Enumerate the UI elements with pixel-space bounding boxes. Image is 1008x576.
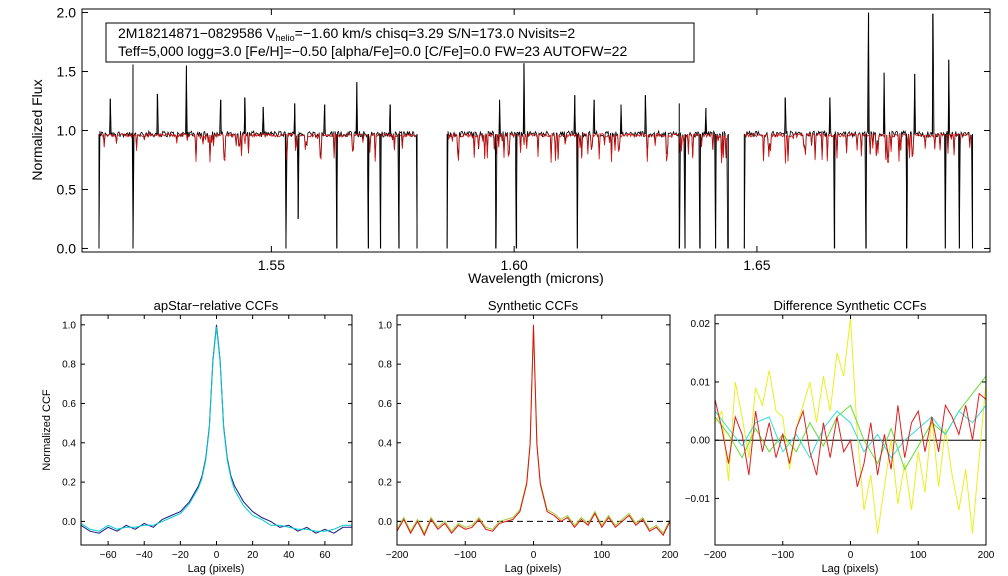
x-tick-label: 200 — [662, 550, 679, 561]
ccf-series-line-visit-1 — [80, 324, 352, 534]
ccf-series-line-yellow — [714, 317, 987, 534]
observed-spectrum-line — [98, 65, 418, 249]
x-tick-label: −40 — [136, 550, 153, 561]
x-tick-label: 0 — [848, 550, 854, 561]
apstar-ccf-y-axis-label: Normalized CCF — [41, 389, 53, 471]
y-tick-label: 0.4 — [62, 438, 76, 449]
y-tick-label: 0.6 — [62, 399, 76, 410]
x-tick-label: 20 — [247, 550, 259, 561]
x-tick-label: −100 — [454, 550, 477, 561]
synthetic-ccf-x-axis-label: Lag (pixels) — [505, 563, 562, 575]
difference-ccf-ticks: −200 −100 0 100 200 −0.01 0.00 0.01 0.02 — [685, 315, 995, 561]
spectrum-ticks: 1.55 1.60 1.65 0.0 0.5 1.0 1.5 2.0 — [57, 4, 990, 273]
y-tick-label: 0.8 — [378, 360, 392, 371]
apstar-ccf-x-axis-label: Lag (pixels) — [188, 563, 245, 575]
ccf-series-line-visit-2 — [396, 324, 671, 537]
x-tick-label: −200 — [704, 550, 727, 561]
spectrum-x-axis-label: Wavelength (microns) — [468, 270, 604, 286]
apstar-ccf-ticks: −60 −40 −20 0 20 40 60 0.0 0.2 0.4 0.6 0.8 1.0 — [62, 315, 352, 561]
ccf-series-line-visit-1 — [396, 328, 671, 535]
y-tick-label: 0.2 — [378, 478, 392, 489]
spectrum-annotation-line1: 2M18214871−0829586 Vhelio=−1.60 km/s chi… — [118, 25, 575, 43]
x-tick-label: 100 — [593, 550, 610, 561]
x-tick-label: 1.55 — [258, 257, 285, 273]
synthetic-ccf-ticks: −200 −100 0 100 200 0.0 0.2 0.4 0.6 0.8 1.0 — [378, 315, 679, 561]
x-tick-label: 1.60 — [501, 257, 528, 273]
y-tick-label: 0.4 — [378, 438, 392, 449]
apstar-ccf-panel: −60 −40 −20 0 20 40 60 0.0 0.2 0.4 0.6 0.8 1.0 apSta… — [41, 298, 353, 575]
y-tick-label: 2.0 — [57, 4, 77, 20]
x-tick-label: 200 — [978, 550, 995, 561]
spectrum-annotation-box — [105, 22, 695, 63]
y-tick-label: 0.2 — [62, 478, 76, 489]
difference-ccf-lines — [714, 317, 987, 534]
ccf-series-line-cyan — [714, 404, 987, 459]
observed-spectrum-line — [446, 63, 729, 249]
y-tick-label: 0.0 — [62, 517, 76, 528]
x-tick-label: 1.65 — [743, 257, 770, 273]
y-tick-label: 0.02 — [691, 319, 711, 330]
difference-ccf-panel: −200 −100 0 100 200 −0.01 0.00 0.01 0.02 Differe… — [685, 298, 995, 575]
observed-spectrum-line — [743, 12, 973, 249]
model-spectrum-line — [744, 132, 973, 164]
y-tick-label: 0.0 — [378, 517, 392, 528]
difference-ccf-x-axis-label: Lag (pixels) — [822, 563, 879, 575]
y-tick-label: 1.0 — [62, 320, 76, 331]
x-tick-label: −100 — [771, 550, 794, 561]
x-tick-label: −20 — [172, 550, 189, 561]
x-tick-label: 60 — [319, 550, 331, 561]
apstar-ccf-lines — [80, 324, 352, 534]
model-spectrum-line — [98, 132, 418, 163]
synthetic-ccf-plot-frame — [396, 314, 671, 546]
synthetic-ccf-title: Synthetic CCFs — [488, 298, 579, 313]
spectrum-lines — [98, 12, 974, 249]
synthetic-ccf-lines — [396, 324, 671, 537]
spectrum-annotation-line2: Teff=5,000 logg=3.0 [Fe/H]=−0.50 [alpha/… — [118, 43, 627, 59]
x-tick-label: −60 — [100, 550, 117, 561]
y-tick-label: −0.01 — [685, 494, 711, 505]
y-tick-label: 0.0 — [57, 240, 77, 256]
y-tick-label: 1.0 — [57, 122, 77, 138]
x-tick-label: 0 — [531, 550, 537, 561]
y-tick-label: 1.0 — [378, 320, 392, 331]
ccf-series-line-red — [714, 392, 987, 487]
y-tick-label: 0.8 — [62, 360, 76, 371]
model-spectrum-line — [446, 132, 729, 164]
x-tick-label: 40 — [283, 550, 295, 561]
apstar-ccf-title: apStar−relative CCFs — [154, 298, 279, 313]
y-tick-label: 0.5 — [57, 181, 77, 197]
synthetic-ccf-panel: −200 −100 0 100 200 0.0 0.2 0.4 0.6 0.8 1.0 Synthe… — [378, 298, 679, 575]
apstar-ccf-plot-frame — [80, 314, 353, 546]
ccf-series-line-visit-2 — [80, 326, 352, 532]
y-tick-label: 1.5 — [57, 63, 77, 79]
difference-ccf-title: Difference Synthetic CCFs — [774, 298, 927, 313]
spectrum-y-axis-label: Normalized Flux — [29, 79, 45, 180]
y-tick-label: 0.6 — [378, 399, 392, 410]
x-tick-label: 0 — [214, 550, 220, 561]
spectrum-panel: 1.55 1.60 1.65 0.0 0.5 1.0 1.5 2.0 2M18214871−0… — [29, 4, 991, 286]
x-tick-label: −200 — [386, 550, 409, 561]
y-tick-label: 0.01 — [691, 377, 711, 388]
y-tick-label: 0.00 — [691, 436, 711, 447]
x-tick-label: 100 — [910, 550, 927, 561]
